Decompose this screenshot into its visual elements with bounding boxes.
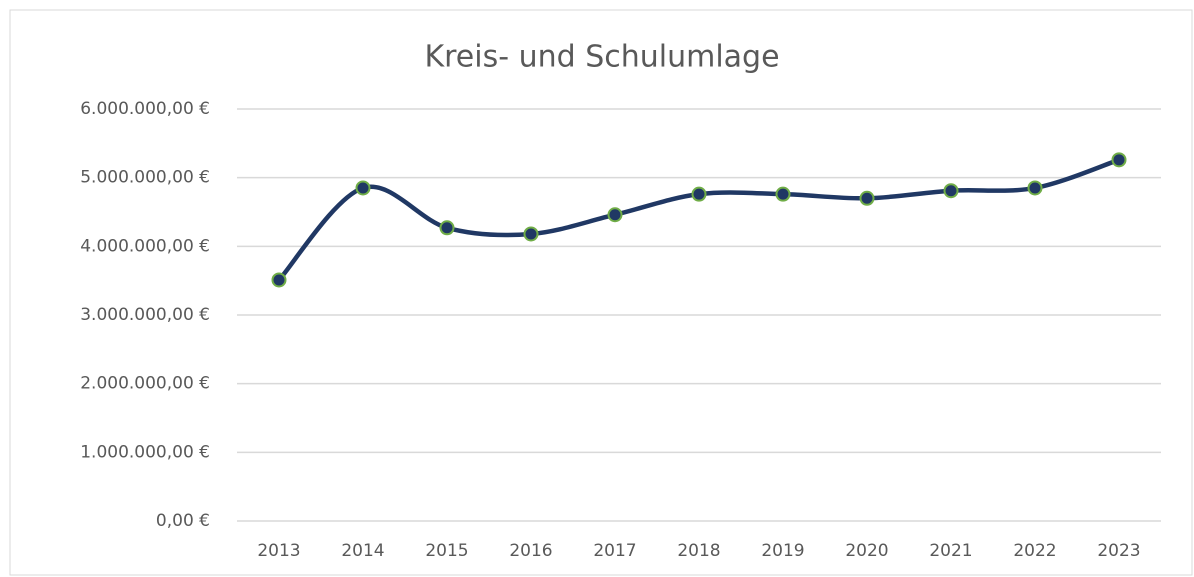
y-tick-label: 1.000.000,00 € [80,442,210,462]
data-point [943,183,959,199]
x-tick-label: 2018 [677,541,720,561]
data-point [775,186,791,202]
x-tick-label: 2014 [341,541,384,561]
y-tick-label: 6.000.000,00 € [80,99,210,119]
data-point [355,180,371,196]
x-tick-label: 2016 [509,541,552,561]
y-tick-label: 0,00 € [156,511,210,531]
x-tick-label: 2013 [257,541,300,561]
data-point [271,272,287,288]
chart-frame [9,9,1193,576]
y-tick-label: 4.000.000,00 € [80,236,210,256]
y-tick-label: 5.000.000,00 € [80,168,210,188]
x-tick-label: 2020 [845,541,888,561]
data-point [439,220,455,236]
data-point [1111,152,1127,168]
data-point [859,190,875,206]
data-point [1027,180,1043,196]
y-tick-label: 2.000.000,00 € [80,374,210,394]
data-point [691,186,707,202]
data-point [523,226,539,242]
x-tick-label: 2019 [761,541,804,561]
x-tick-label: 2022 [1013,541,1056,561]
y-tick-label: 3.000.000,00 € [80,305,210,325]
x-tick-label: 2017 [593,541,636,561]
x-tick-label: 2021 [929,541,972,561]
data-point [607,207,623,223]
chart-title: Kreis- und Schulumlage [424,40,779,75]
x-tick-label: 2023 [1097,541,1140,561]
x-tick-label: 2015 [425,541,468,561]
